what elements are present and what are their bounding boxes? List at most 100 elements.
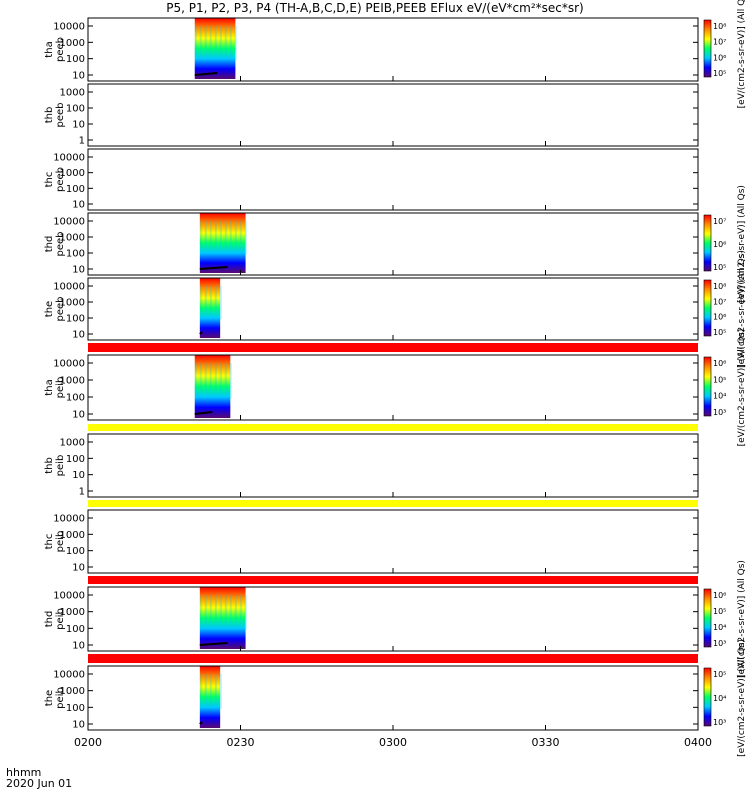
spectrogram-block [194, 355, 231, 418]
colorbar-tick-label: 10⁶ [713, 240, 726, 249]
colorbar-tick-label: 10³ [713, 639, 726, 648]
panel-thc-peeb: 10000 1000 100 10 thc peeb [44, 148, 699, 211]
y-tick-label: 100 [66, 624, 85, 635]
x-tick-label: 0400 [684, 736, 712, 749]
colorbar-tick-label: 10⁵ [713, 263, 726, 272]
colorbar-tick-label: 10⁴ [713, 623, 726, 632]
y-tick-label: 1000 [60, 686, 85, 697]
colorbar-tick-label: 10⁵ [713, 607, 726, 616]
y-tick-label: 1000 [60, 530, 85, 541]
spacecraft-potential-trace [199, 331, 203, 335]
spectrogram-stripe [199, 220, 202, 255]
colorbar-label: [eV/(cm2-s-sr-eV)] (All Qs) [737, 639, 747, 757]
colorbar-tick-label: 10⁵ [713, 375, 726, 384]
y-tick-label: 1000 [60, 438, 85, 449]
panel-frame [87, 509, 699, 574]
spectrogram-stripe [204, 673, 207, 709]
y-tick-label: 10000 [53, 670, 85, 681]
spacecraft-potential-trace [199, 721, 203, 725]
panel-frame [87, 354, 699, 421]
colorbar-tick-label: 10⁷ [713, 217, 726, 226]
y-tick-label: 1000 [60, 298, 85, 309]
panel-tha-peeb: 10000 1000 100 10 tha peeb 10⁸ 10⁷ 10⁶ 10⁵ [eV/(cm… [44, 0, 747, 108]
y-tick-label: 100 [66, 104, 85, 115]
panel-frame [87, 17, 699, 82]
x-tick-label: 0200 [74, 736, 102, 749]
spacecraft-potential-trace [199, 266, 228, 270]
colorbar-tick-label: 10⁶ [713, 359, 726, 368]
colorbar [703, 279, 712, 337]
spectrogram-stripe [199, 673, 202, 709]
spectrogram-stripe [194, 25, 197, 61]
spectrogram-stripe [194, 362, 197, 399]
colorbar-tick-label: 10⁶ [713, 313, 726, 322]
spectrogram-stripe [229, 220, 232, 255]
panel-label: thc [44, 534, 55, 550]
panel-label: peeb [55, 103, 66, 128]
colorbar-tick-label: 10⁷ [713, 297, 726, 306]
spectrogram-stripe [204, 285, 207, 320]
spectrogram-block [199, 587, 246, 649]
colorbar-tick-label: 10⁵ [713, 69, 726, 78]
colorbar-tick-label: 10⁵ [713, 328, 726, 337]
spectrogram-block [199, 666, 221, 728]
date-label: 2020 Jun 01 [6, 777, 73, 790]
spectrogram-stripe [209, 673, 212, 709]
spectrogram-stripe [224, 362, 227, 399]
panel-label: peib [55, 608, 66, 630]
spectrogram-stripe [199, 285, 202, 320]
colorbar [703, 588, 712, 648]
x-tick-label: 0300 [379, 736, 407, 749]
spectrogram-stripe [214, 362, 217, 399]
spectrogram-block [194, 18, 236, 79]
colorbar-tick-label: 10⁸ [713, 22, 726, 31]
spectrogram-stripe [234, 594, 237, 630]
y-tick-label: 1000 [60, 88, 85, 99]
spectrogram-stripe [239, 594, 242, 630]
colorbar-label: [eV/(cm2-s-sr-eV)] (All Qs) [737, 185, 747, 303]
panel-frame [87, 277, 699, 341]
spectrogram-stripe [219, 362, 222, 399]
colorbar-tick-label: 10³ [713, 408, 726, 417]
y-tick-label: 100 [66, 454, 85, 465]
colorbar-label: [eV/(cm2-s-sr-eV)] (All Qs) [737, 0, 747, 108]
colorbar-tick-label: 10⁷ [713, 38, 726, 47]
spectrogram-stripe [209, 594, 212, 630]
spectrogram-stripe [229, 25, 232, 61]
y-tick-label: 10000 [53, 282, 85, 293]
y-tick-label: 10000 [53, 514, 85, 525]
panel-frame [87, 148, 699, 211]
panel-label: the [44, 301, 55, 317]
y-tick-label: 10 [72, 563, 85, 574]
panel-label: peib [55, 455, 66, 477]
gap-band [88, 500, 698, 507]
panel-label: peeb [55, 232, 66, 257]
y-tick-label: 10 [72, 120, 85, 131]
spectrogram-stripe [214, 673, 217, 709]
y-tick-label: 1 [79, 487, 85, 498]
panel-label: tha [44, 379, 55, 395]
y-tick-label: 10000 [53, 22, 85, 33]
y-tick-label: 10000 [53, 217, 85, 228]
colorbar-label: [eV/(cm2-s-sr-eV)] (All Qs) [737, 250, 747, 368]
panel-label: thd [44, 611, 55, 628]
y-tick-label: 100 [66, 184, 85, 195]
y-tick-label: 10000 [53, 591, 85, 602]
spectrogram-stripe [199, 25, 202, 61]
spectrogram-stripe [229, 362, 232, 399]
spectrogram-stripe [219, 285, 222, 320]
y-tick-label: 10 [72, 641, 85, 652]
x-tick-label: 0330 [532, 736, 560, 749]
colorbar [703, 19, 712, 78]
colorbar-label: [eV/(cm2-s-sr-eV)] (All Qs) [737, 560, 747, 678]
y-tick-label: 1000 [60, 38, 85, 49]
y-tick-label: 100 [66, 703, 85, 714]
y-tick-label: 10 [72, 410, 85, 421]
panel-label: peeb [55, 37, 66, 62]
spectrogram-stripe [234, 220, 237, 255]
y-tick-label: 1000 [60, 233, 85, 244]
colorbar-label: [eV/(cm2-s-sr-eV)] (All Qs) [737, 329, 747, 447]
panel-frame [87, 433, 699, 498]
spectrogram-stripe [244, 220, 247, 255]
